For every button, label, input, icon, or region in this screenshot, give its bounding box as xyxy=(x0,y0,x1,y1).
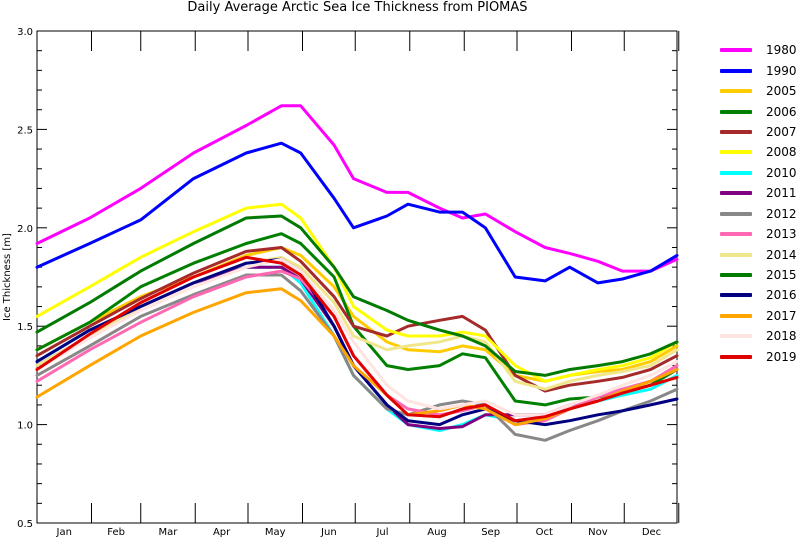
legend-item-2007: 2007 xyxy=(720,122,800,142)
month-label: Jan xyxy=(56,527,72,537)
legend-swatch xyxy=(720,293,752,298)
legend-item-2011: 2011 xyxy=(720,183,800,203)
legend-item-2012: 2012 xyxy=(720,204,800,224)
legend-label: 2014 xyxy=(766,247,797,262)
legend-item-2006: 2006 xyxy=(720,101,800,121)
legend-label: 1990 xyxy=(766,63,797,78)
y-axis-label: Ice Thickness [m] xyxy=(2,233,13,321)
legend-label: 2011 xyxy=(766,186,797,201)
series-line-2019 xyxy=(35,255,679,423)
legend-label: 2013 xyxy=(766,227,797,242)
legend-item-2019: 2019 xyxy=(720,347,800,367)
month-label: Mar xyxy=(159,527,179,537)
series-line-1980 xyxy=(35,104,679,273)
legend-label: 1980 xyxy=(766,43,797,58)
legend-swatch xyxy=(720,129,752,134)
legend-label: 2007 xyxy=(766,124,797,139)
month-label: Jul xyxy=(375,527,388,537)
legend-item-2013: 2013 xyxy=(720,224,800,244)
legend-swatch xyxy=(720,232,752,237)
legend-item-1980: 1980 xyxy=(720,40,800,60)
legend-swatch xyxy=(720,273,752,278)
legend-item-2014: 2014 xyxy=(720,244,800,264)
legend-swatch xyxy=(720,170,752,175)
legend-item-1990: 1990 xyxy=(720,60,800,80)
y-tick-label: 0.5 xyxy=(17,519,33,530)
legend-label: 2019 xyxy=(766,349,797,364)
month-label: Dec xyxy=(642,527,661,537)
legend-label: 2010 xyxy=(766,165,797,180)
legend-label: 2017 xyxy=(766,308,797,323)
y-tick-labels: 0.5 1.0 1.5 2.0 2.5 3.0 xyxy=(17,27,33,530)
axis-ticks xyxy=(36,30,680,524)
series-line-2016 xyxy=(35,257,679,427)
legend-swatch xyxy=(720,89,752,94)
month-label: Oct xyxy=(536,527,553,537)
month-label: Sep xyxy=(481,527,500,537)
legend-swatch xyxy=(720,354,752,359)
series-line-2013 xyxy=(35,269,679,427)
legend-label: 2018 xyxy=(766,329,797,344)
legend-label: 2016 xyxy=(766,288,797,303)
series-line-2018 xyxy=(35,257,679,417)
plot-area xyxy=(36,30,678,524)
y-tick-label: 2.5 xyxy=(17,125,33,136)
y-tick-label: 1.5 xyxy=(17,322,33,333)
month-label: Apr xyxy=(213,527,231,537)
legend-swatch xyxy=(720,68,752,73)
legend-label: 2012 xyxy=(766,206,797,221)
legend-swatch xyxy=(720,334,752,339)
legend-label: 2005 xyxy=(766,84,797,99)
y-tick-label: 1.0 xyxy=(17,421,33,432)
month-label: Aug xyxy=(427,527,447,537)
legend-swatch xyxy=(720,211,752,216)
month-label: May xyxy=(265,527,286,537)
chart-title: Daily Average Arctic Sea Ice Thickness f… xyxy=(187,0,528,15)
legend-item-2005: 2005 xyxy=(720,81,800,101)
legend-swatch xyxy=(720,109,752,114)
y-tick-label: 3.0 xyxy=(17,27,33,38)
legend-label: 2015 xyxy=(766,268,797,283)
legend-item-2017: 2017 xyxy=(720,306,800,326)
series-line-1990 xyxy=(35,141,679,285)
month-label: Feb xyxy=(107,527,125,537)
legend-swatch xyxy=(720,191,752,196)
month-label: Nov xyxy=(588,527,608,537)
legend-item-2008: 2008 xyxy=(720,142,800,162)
legend: 1980 1990 2005 2006 2007 2008 2010 2011 2012 2013… xyxy=(720,40,800,367)
month-labels: Jan Feb Mar Apr May Jun Jul Aug Sep Oct Nov Dec xyxy=(56,527,662,537)
legend-swatch xyxy=(720,313,752,318)
legend-swatch xyxy=(720,48,752,53)
data-lines xyxy=(35,104,679,442)
series-line-2008 xyxy=(35,202,679,383)
legend-item-2016: 2016 xyxy=(720,285,800,305)
month-label: Jun xyxy=(320,527,337,537)
series-line-2007 xyxy=(35,246,679,393)
legend-swatch xyxy=(720,252,752,257)
legend-swatch xyxy=(720,150,752,155)
legend-item-2010: 2010 xyxy=(720,163,800,183)
legend-label: 2006 xyxy=(766,104,797,119)
legend-item-2015: 2015 xyxy=(720,265,800,285)
series-line-2015 xyxy=(35,214,679,377)
y-tick-label: 2.0 xyxy=(17,224,33,235)
legend-label: 2008 xyxy=(766,145,797,160)
legend-item-2018: 2018 xyxy=(720,326,800,346)
